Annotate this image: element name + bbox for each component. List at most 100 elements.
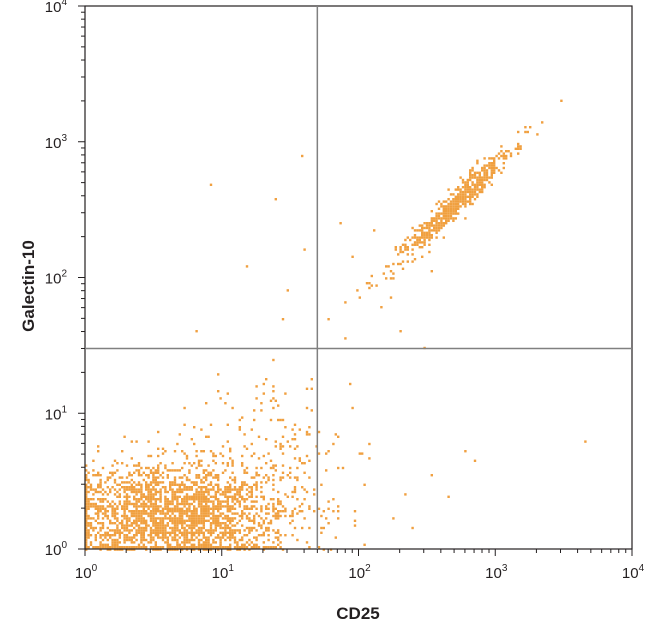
event-dot [193, 426, 196, 429]
event-dot [399, 250, 402, 254]
event-dot [519, 145, 522, 148]
event-dot [195, 498, 198, 501]
event-dot [193, 500, 196, 503]
event-dot [238, 546, 241, 549]
event-dot [188, 546, 191, 549]
event-dot [231, 495, 234, 498]
event-dot [212, 459, 215, 462]
event-dot [202, 534, 205, 537]
event-dot [137, 481, 141, 484]
event-dot [99, 498, 102, 501]
event-dot [471, 188, 474, 191]
event-dot [157, 476, 160, 479]
event-dot [281, 464, 285, 467]
event-dot [109, 529, 112, 532]
event-dot [135, 510, 138, 513]
event-dot [502, 154, 505, 158]
event-dot [301, 462, 304, 465]
event-dot [202, 543, 205, 546]
event-dot [221, 445, 225, 448]
event-dot [85, 500, 88, 503]
event-dot [147, 466, 150, 470]
event-dot [176, 488, 179, 491]
event-dot [425, 222, 429, 225]
event-dot [291, 534, 294, 537]
event-dot [135, 505, 138, 508]
event-dot [125, 476, 129, 479]
event-dot [214, 495, 217, 498]
event-dot [418, 224, 421, 227]
event-dot [207, 483, 210, 486]
event-dot [250, 519, 253, 522]
event-dot [164, 526, 167, 530]
event-dot [157, 469, 160, 472]
event-dot [183, 519, 186, 522]
event-dot [454, 217, 457, 220]
event-dot [166, 538, 169, 542]
event-dot [241, 538, 244, 542]
event-dot [430, 236, 433, 239]
event-dot [185, 500, 189, 503]
event-dot [418, 246, 421, 249]
event-dot [253, 409, 256, 412]
event-dot [202, 493, 205, 496]
event-dot [277, 536, 280, 539]
event-dot [207, 493, 210, 496]
event-dot [445, 219, 448, 222]
event-dot [229, 517, 232, 520]
event-dot [123, 514, 126, 518]
event-dot [214, 505, 217, 508]
event-dot [291, 514, 294, 518]
event-dot [265, 378, 268, 381]
event-dot [245, 265, 249, 268]
event-dot [133, 488, 136, 491]
event-dot [173, 490, 177, 494]
event-dot [166, 517, 169, 520]
event-dot [255, 507, 258, 510]
event-dot [94, 490, 97, 494]
event-dot [164, 514, 167, 518]
event-dot [145, 548, 148, 551]
event-dot [157, 471, 160, 474]
event-dot [116, 531, 119, 534]
event-dot [423, 241, 426, 244]
event-dot [185, 531, 189, 534]
event-dot [130, 457, 133, 460]
event-dot [243, 548, 246, 551]
event-dot [195, 483, 198, 486]
event-dot [169, 543, 172, 546]
event-dot [195, 514, 198, 518]
event-dot [200, 490, 203, 494]
event-dot [255, 536, 258, 539]
event-dot [457, 205, 460, 208]
event-dot [416, 243, 419, 246]
event-dot [164, 450, 167, 453]
event-dot [457, 202, 460, 206]
event-dot [149, 505, 153, 508]
event-dot [133, 502, 136, 506]
event-dot [118, 546, 121, 549]
event-dot [193, 493, 196, 496]
event-dot [197, 459, 201, 462]
event-dot [121, 546, 124, 549]
event-dot [469, 171, 472, 174]
event-dot [183, 500, 186, 503]
event-dot [197, 490, 201, 494]
event-dot [193, 538, 196, 542]
event-dot [176, 546, 179, 549]
event-dot [440, 205, 443, 208]
event-dot [265, 481, 268, 484]
event-dot [161, 529, 165, 532]
event-dot [171, 498, 174, 501]
event-dot [178, 495, 181, 498]
event-dot [217, 490, 220, 494]
event-dot [135, 524, 138, 527]
event-dot [116, 507, 119, 510]
event-dot [85, 529, 88, 532]
event-dot [301, 526, 304, 530]
event-dot [111, 541, 114, 544]
event-dot [111, 538, 114, 542]
event-dot [128, 481, 131, 484]
event-dot [229, 447, 232, 450]
event-dot [265, 474, 268, 477]
